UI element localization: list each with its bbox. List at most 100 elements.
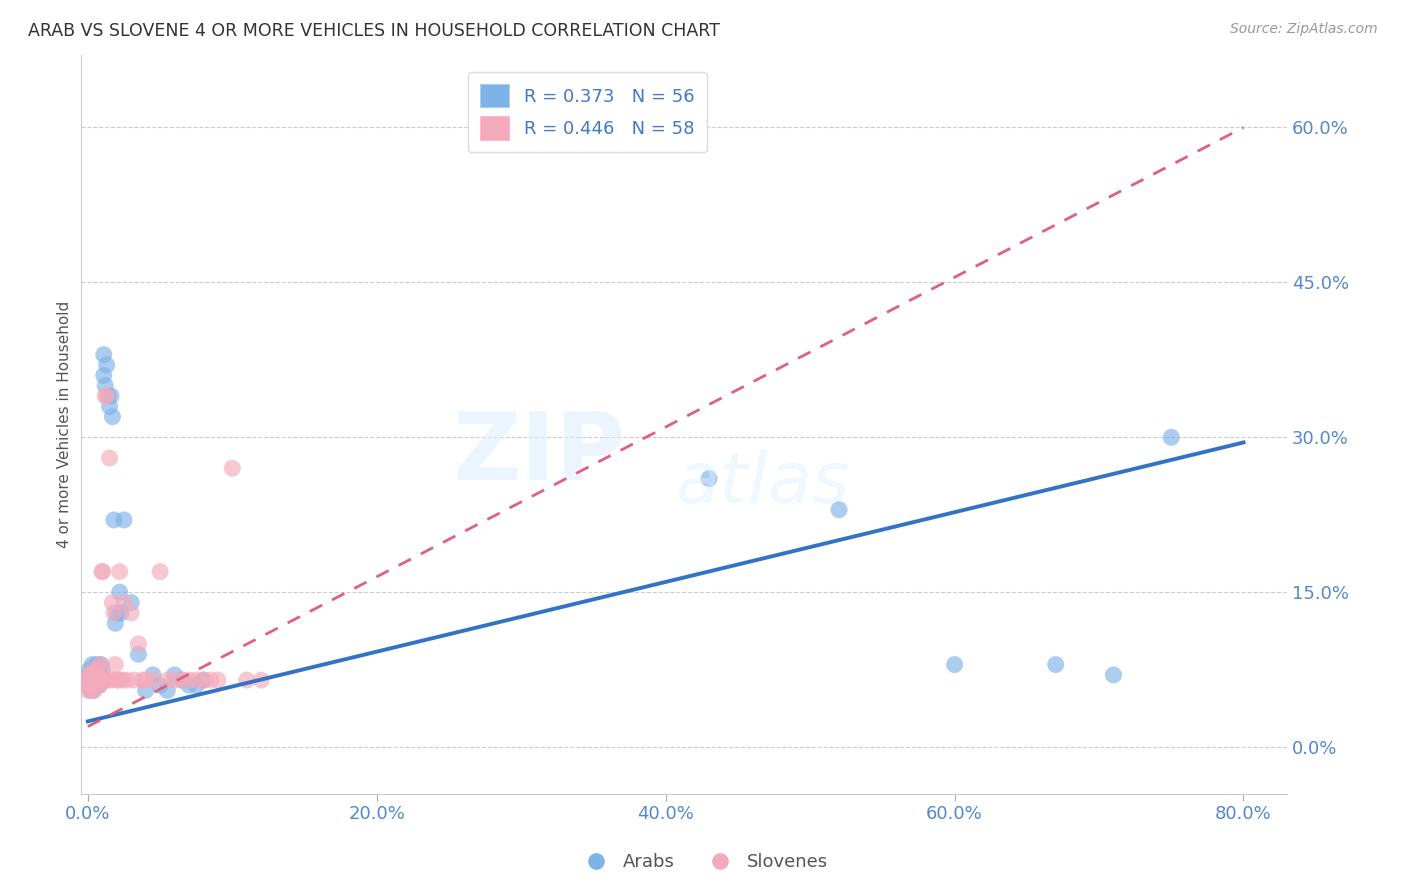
Point <box>828 502 851 516</box>
Point <box>111 673 134 687</box>
Point <box>86 657 108 672</box>
Point <box>110 606 132 620</box>
Point <box>94 389 117 403</box>
Point <box>97 389 120 403</box>
Point <box>193 673 215 687</box>
Point <box>90 673 112 687</box>
Point <box>1102 668 1125 682</box>
Point <box>1045 657 1067 672</box>
Point <box>108 565 131 579</box>
Point <box>91 565 114 579</box>
Point <box>79 668 101 682</box>
Text: Source: ZipAtlas.com: Source: ZipAtlas.com <box>1230 22 1378 37</box>
Point <box>89 678 111 692</box>
Point <box>115 673 138 687</box>
Point <box>90 673 112 687</box>
Point <box>163 668 186 682</box>
Point <box>105 606 128 620</box>
Point <box>149 565 172 579</box>
Point <box>98 450 121 465</box>
Point <box>91 673 114 687</box>
Point <box>193 673 215 687</box>
Point <box>177 678 200 692</box>
Point <box>83 683 105 698</box>
Point <box>104 616 127 631</box>
Point <box>186 673 208 687</box>
Text: ZIP: ZIP <box>453 408 626 500</box>
Point <box>86 678 108 692</box>
Point <box>86 668 108 682</box>
Point <box>177 673 200 687</box>
Point <box>80 673 103 687</box>
Point <box>149 678 172 692</box>
Point <box>82 657 104 672</box>
Point <box>93 368 115 383</box>
Point <box>90 657 112 672</box>
Point <box>93 348 115 362</box>
Point <box>89 663 111 677</box>
Point <box>100 389 122 403</box>
Point <box>135 673 157 687</box>
Point <box>120 596 142 610</box>
Point <box>96 358 118 372</box>
Point <box>132 673 155 687</box>
Point <box>79 673 101 687</box>
Point <box>80 683 103 698</box>
Point <box>207 673 229 687</box>
Point <box>87 673 110 687</box>
Point <box>103 606 125 620</box>
Point <box>83 673 105 687</box>
Point <box>84 668 107 682</box>
Point <box>94 378 117 392</box>
Text: ARAB VS SLOVENE 4 OR MORE VEHICLES IN HOUSEHOLD CORRELATION CHART: ARAB VS SLOVENE 4 OR MORE VEHICLES IN HO… <box>28 22 720 40</box>
Point <box>107 673 129 687</box>
Point <box>87 673 110 687</box>
Point <box>91 565 114 579</box>
Point <box>89 663 111 677</box>
Point <box>186 678 208 692</box>
Point <box>943 657 966 672</box>
Point <box>127 637 149 651</box>
Point <box>82 678 104 692</box>
Point <box>156 673 179 687</box>
Point <box>112 596 135 610</box>
Point <box>142 673 165 687</box>
Point <box>83 673 105 687</box>
Point <box>80 668 103 682</box>
Point <box>83 663 105 677</box>
Point <box>82 668 104 682</box>
Point <box>86 673 108 687</box>
Point <box>127 647 149 661</box>
Point <box>79 668 101 682</box>
Point <box>79 663 101 677</box>
Point <box>170 673 193 687</box>
Point <box>200 673 222 687</box>
Point <box>80 668 103 682</box>
Point <box>76 673 98 687</box>
Point <box>1160 430 1182 444</box>
Point <box>97 673 120 687</box>
Point <box>84 678 107 692</box>
Point <box>112 513 135 527</box>
Point <box>87 663 110 677</box>
Point <box>80 673 103 687</box>
Point <box>104 657 127 672</box>
Point <box>170 673 193 687</box>
Point <box>221 461 243 475</box>
Point <box>84 668 107 682</box>
Point <box>98 400 121 414</box>
Point <box>105 673 128 687</box>
Y-axis label: 4 or more Vehicles in Household: 4 or more Vehicles in Household <box>58 301 72 548</box>
Point <box>93 673 115 687</box>
Point <box>96 389 118 403</box>
Point <box>90 657 112 672</box>
Point <box>83 683 105 698</box>
Point <box>250 673 273 687</box>
Point <box>120 606 142 620</box>
Point <box>76 683 98 698</box>
Point <box>91 663 114 677</box>
Point <box>236 673 259 687</box>
Point <box>82 668 104 682</box>
Point <box>135 683 157 698</box>
Text: atlas: atlas <box>675 449 849 518</box>
